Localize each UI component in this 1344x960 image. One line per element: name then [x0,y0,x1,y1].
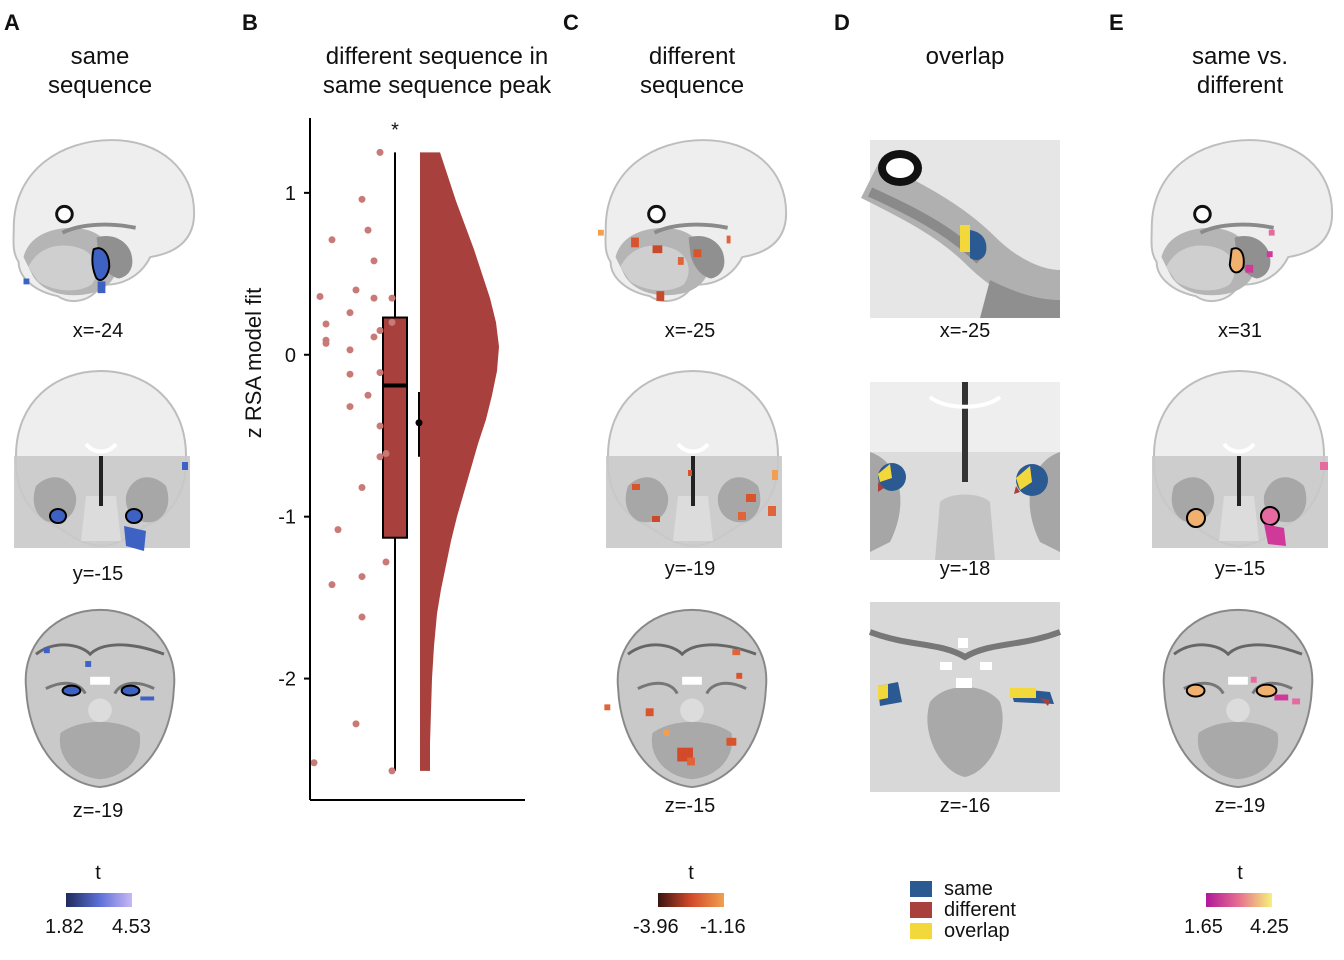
legend-swatch-same [910,881,932,897]
panel-a-colorbar-title: t [95,862,101,884]
data-point [358,573,366,581]
data-point [382,450,390,458]
panel-a-coord-z: z=-19 [72,800,124,822]
legend-swatch-overlap [910,923,932,939]
data-point [358,195,366,203]
panel-a-colorbar-max: 4.53 [112,916,151,938]
panel-e-coord-y: y=-15 [1214,558,1266,580]
panel-e-coord-z: z=-19 [1214,795,1266,817]
data-point [376,422,384,430]
data-point [322,339,330,347]
panel-c-coord-z: z=-15 [664,795,716,817]
data-point [358,613,366,621]
panel-a-title: same sequence [47,43,153,99]
data-point [388,294,396,302]
panel-c-sagittal-slice [597,138,789,304]
panel-letter-e: E [1109,10,1124,35]
panel-d-coronal-zoom [870,382,1060,560]
data-point [352,720,360,728]
raincloud-chart: * 1 0 -1 -2 [278,118,525,801]
y-tick-label: 0 [285,345,296,367]
panel-e-coronal-slice [1150,369,1330,550]
panel-c-coord-y: y=-19 [664,558,716,580]
data-point [334,526,342,534]
y-tick-label: -1 [278,507,296,529]
legend-label-overlap: overlap [944,920,1010,942]
data-point [388,318,396,326]
legend-label-same: same [944,878,993,900]
data-point [370,294,378,302]
legend-label-different: different [944,899,1016,921]
panel-c-colorbar-min: -3.96 [633,916,679,938]
panel-a-coronal-slice [12,369,192,551]
panel-c-colorbar-max: -1.16 [700,916,746,938]
panel-d-sagittal-zoom [861,140,1061,318]
panel-c-coronal-slice [604,369,784,550]
panel-a-axial-slice [24,608,176,789]
data-point [370,333,378,341]
panel-d-coord-x: x=-25 [939,320,991,342]
panel-letter-c: C [563,10,579,35]
panel-a-colorbar [66,893,132,907]
panel-e-coord-x: x=31 [1218,320,1262,342]
data-point [376,453,384,461]
panel-e-colorbar-max: 4.25 [1250,916,1289,938]
data-point [346,309,354,317]
box-iqr [382,316,408,539]
y-tick-label: 1 [285,183,296,205]
panel-c-title: different sequence [639,43,745,99]
data-point [358,484,366,492]
panel-e-colorbar-title: t [1237,862,1243,884]
data-point [364,226,372,234]
data-point [310,759,318,767]
panel-d-coord-y: y=-18 [939,558,991,580]
data-point [346,370,354,378]
data-point [328,581,336,589]
data-point [388,767,396,775]
panel-a-coord-y: y=-15 [72,563,124,585]
panel-c-colorbar-title: t [688,862,694,884]
data-point [322,320,330,328]
panel-a-colorbar-min: 1.82 [45,916,84,938]
panel-e-title: same vs. different [1191,43,1289,99]
data-point [382,558,390,566]
data-point [328,236,336,244]
data-point [364,391,372,399]
legend-swatch-different [910,902,932,918]
data-point [316,292,324,300]
y-tick-label: -2 [278,669,296,691]
panel-letter-b: B [242,10,258,35]
data-point [370,257,378,265]
data-point [376,369,384,377]
panel-letter-d: D [834,10,850,35]
panel-a-coord-x: x=-24 [72,320,124,342]
panel-d-title: overlap [925,43,1005,70]
panel-a-sagittal-slice [11,138,197,304]
panel-e-axial-slice [1162,608,1314,789]
data-point [352,286,360,294]
panel-e-colorbar [1206,893,1272,907]
panel-letter-a: A [4,10,20,35]
panel-e-sagittal-slice [1149,138,1335,304]
data-point [346,346,354,354]
data-point [376,148,384,156]
panel-e-colorbar-min: 1.65 [1184,916,1223,938]
panel-c-axial-slice [604,608,768,789]
panel-b-title: different sequence in same sequence peak [322,43,552,99]
density-cloud [420,152,499,771]
data-point [346,403,354,411]
significance-star: * [391,119,399,141]
panel-d-coord-z: z=-16 [939,795,991,817]
panel-c-colorbar [658,893,724,907]
data-point [376,326,384,334]
panel-d-axial-zoom [868,602,1062,792]
panel-c-coord-x: x=-25 [664,320,716,342]
mean-point [415,419,423,427]
